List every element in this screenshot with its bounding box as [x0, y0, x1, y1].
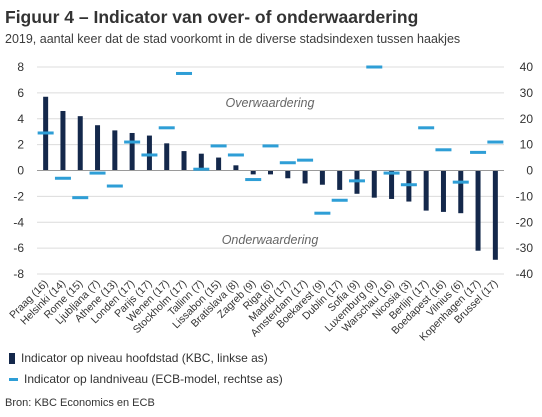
- bar: [423, 170, 429, 211]
- left-tick-label: -2: [13, 189, 24, 203]
- bar: [337, 170, 343, 190]
- bar: [389, 170, 395, 199]
- left-tick-label: 8: [17, 60, 24, 74]
- marker-point: [176, 71, 193, 75]
- right-tick-label: 10: [520, 138, 534, 152]
- bar: [233, 165, 239, 171]
- left-tick-label: 4: [17, 112, 24, 126]
- bar: [371, 170, 377, 198]
- legend-bar-swatch: [9, 353, 15, 365]
- marker-point: [37, 131, 54, 135]
- bar: [250, 170, 256, 175]
- marker-point: [158, 126, 175, 130]
- left-tick-label: 0: [17, 164, 24, 178]
- marker-point: [297, 158, 314, 162]
- annotation-under: Onderwaardering: [222, 233, 319, 247]
- left-tick-label: -8: [13, 267, 24, 281]
- chart-plot: 86420-2-4-6-8403020100-10-20-30-40Overwa…: [7, 60, 534, 344]
- right-tick-label: 20: [520, 112, 534, 126]
- marker-point: [262, 144, 279, 148]
- bar: [164, 143, 170, 171]
- marker-point: [279, 161, 296, 165]
- marker-point: [366, 65, 383, 69]
- marker-point: [124, 140, 141, 144]
- bar: [60, 110, 66, 171]
- chart-title: Figuur 4 – Indicator van over- of onderw…: [5, 7, 419, 27]
- right-tick-label: -30: [516, 241, 534, 255]
- bar: [198, 153, 204, 171]
- left-tick-label: 6: [17, 86, 24, 100]
- bar: [319, 170, 325, 185]
- marker-point: [435, 148, 452, 152]
- marker-point: [193, 167, 210, 171]
- bar: [285, 170, 291, 179]
- marker-point: [210, 144, 227, 148]
- chart-subtitle: 2019, aantal keer dat de stad voorkomt i…: [5, 32, 461, 46]
- marker-point: [245, 178, 262, 182]
- bar: [302, 170, 308, 184]
- marker-point: [89, 171, 106, 175]
- marker-point: [470, 150, 487, 154]
- marker-point: [348, 179, 365, 183]
- legend-marker-swatch: [9, 378, 18, 382]
- marker-point: [106, 184, 123, 188]
- marker-point: [452, 180, 469, 184]
- bar: [268, 170, 273, 175]
- marker-point: [227, 153, 244, 157]
- bar: [112, 130, 118, 171]
- marker-point: [418, 126, 435, 130]
- legend-item-country: Indicator op landniveau (ECB-model, rech…: [9, 372, 283, 386]
- right-tick-label: 0: [526, 164, 533, 178]
- marker-point: [54, 176, 71, 180]
- legend-label-country: Indicator op landniveau (ECB-model, rech…: [24, 372, 283, 386]
- bar: [146, 135, 152, 171]
- left-tick-label: 2: [17, 138, 24, 152]
- bar: [440, 170, 446, 212]
- right-tick-label: -20: [516, 215, 534, 229]
- left-tick-label: -4: [13, 215, 24, 229]
- right-tick-label: 40: [520, 60, 534, 74]
- source-note: Bron: KBC Economics en ECB: [5, 397, 155, 409]
- bar: [77, 116, 83, 171]
- marker-point: [331, 198, 348, 202]
- right-tick-label: 30: [520, 86, 534, 100]
- bar: [492, 170, 498, 260]
- marker-point: [383, 171, 400, 175]
- legend-label-city: Indicator op niveau hoofdstad (KBC, link…: [21, 351, 268, 365]
- bar: [458, 170, 464, 214]
- annotation-over: Overwaardering: [226, 96, 315, 110]
- marker-point: [487, 140, 504, 144]
- marker-point: [314, 211, 331, 215]
- marker-point: [400, 183, 417, 187]
- marker-point: [72, 196, 89, 200]
- right-tick-label: -10: [516, 189, 534, 203]
- left-tick-label: -6: [13, 241, 24, 255]
- right-tick-label: -40: [516, 267, 534, 281]
- bar: [475, 170, 481, 251]
- bar: [216, 157, 222, 171]
- bar: [129, 132, 135, 171]
- bar: [95, 125, 101, 171]
- marker-point: [141, 153, 158, 157]
- bar: [181, 151, 187, 171]
- legend-item-city: Indicator op niveau hoofdstad (KBC, link…: [9, 351, 268, 365]
